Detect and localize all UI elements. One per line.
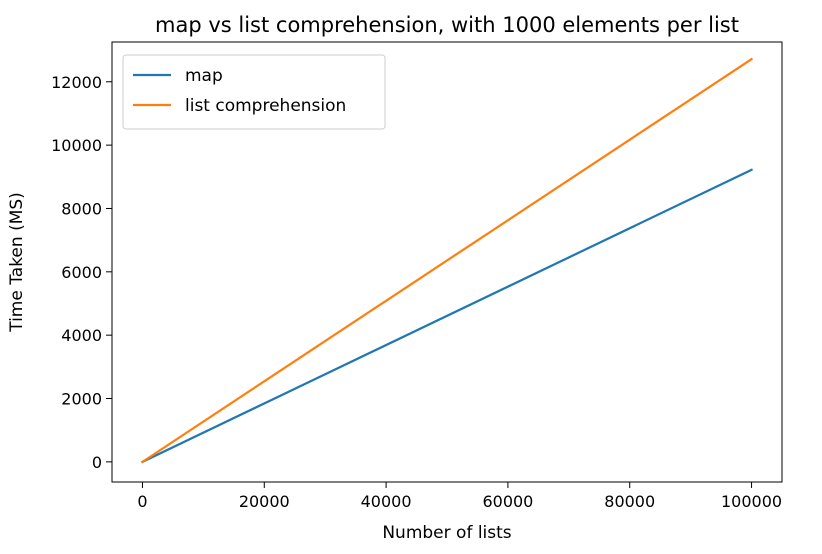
x-tick-label: 60000 xyxy=(482,492,533,511)
series-line-map xyxy=(140,168,754,464)
y-tick-label: 6000 xyxy=(61,263,102,282)
y-tick-label: 12000 xyxy=(51,73,102,92)
y-tick-label: 0 xyxy=(92,453,102,472)
plot-spines xyxy=(111,41,783,483)
legend-label: list comprehension xyxy=(185,96,346,116)
x-axis-label: Number of lists xyxy=(382,523,511,543)
series-layer xyxy=(140,57,754,464)
y-tick-label: 10000 xyxy=(51,136,102,155)
x-tick-label: 80000 xyxy=(604,492,655,511)
y-axis-label: Time Taken (MS) xyxy=(7,192,27,333)
x-tick-label: 100000 xyxy=(721,492,782,511)
plot-frame xyxy=(111,41,783,483)
y-tick-label: 8000 xyxy=(61,199,102,218)
x-tick-label: 20000 xyxy=(239,492,290,511)
legend-box xyxy=(122,54,386,130)
chart-title: map vs list comprehension, with 1000 ele… xyxy=(155,13,739,37)
legend-label: map xyxy=(185,66,223,86)
series-line-list-comprehension xyxy=(140,57,754,464)
x-axis-ticks: 0 20000 40000 60000 80000 100000 xyxy=(137,482,782,511)
y-tick-label: 4000 xyxy=(61,326,102,345)
x-tick-label: 0 xyxy=(137,492,147,511)
x-tick-label: 40000 xyxy=(361,492,412,511)
y-tick-label: 2000 xyxy=(61,390,102,409)
y-axis-ticks: 0 2000 4000 6000 8000 10000 12000 xyxy=(51,73,112,472)
legend: map list comprehension xyxy=(122,54,386,130)
